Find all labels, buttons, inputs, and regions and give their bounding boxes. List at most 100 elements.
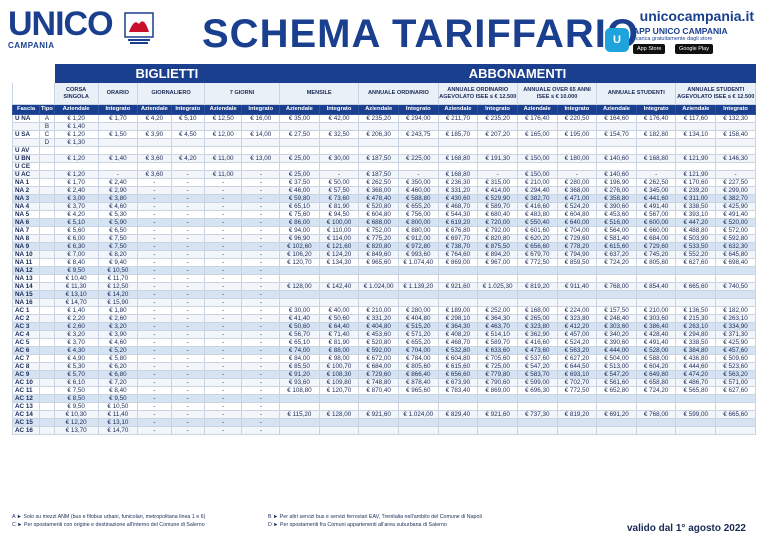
price-cell: € 784,00 [397,354,439,363]
price-cell [715,426,756,435]
price-cell: - [170,354,205,363]
fascia-cell [11,122,41,131]
tipo-cell [39,370,55,379]
price-cell [437,394,479,403]
price-cell: € 2,20 [53,314,99,323]
price-cell [556,426,598,435]
price-cell: € 263,10 [715,314,756,323]
table-row: AC 11 € 7,50 € 8,40- - - - € 108,80 € 120,70 € 8… [11,386,756,395]
price-cell [477,402,518,411]
price-cell: € 537,60 [516,354,558,363]
price-cell: € 75,60 [279,210,320,219]
price-cell: € 134,30 [318,258,360,267]
price-cell: € 912,00 [397,234,439,243]
price-cell: € 263,10 [675,322,717,331]
price-cell [556,402,598,411]
price-cell: € 3,20 [97,322,139,331]
price-cell: - [170,338,205,347]
fascia-cell: NA 2 [11,186,41,195]
price-cell [437,138,479,147]
col-annuale-agevolato: ANNUALE ORDINARIO AGEVOLATO ISEE ≤ € 12.… [437,82,518,105]
price-cell: € 195,00 [556,130,598,139]
price-cell: - [170,282,205,291]
fascia-cell: U AV [11,146,41,155]
price-cell: - [170,306,205,315]
price-cell: € 729,60 [556,234,598,243]
price-cell: € 7,50 [53,386,99,395]
fascia-cell: NA 6 [11,218,41,227]
price-cell: € 3,60 [137,154,172,163]
price-cell [97,138,139,147]
price-cell: € 106,20 [279,250,320,259]
price-cell: - [241,250,281,259]
price-cell [318,138,360,147]
price-cell: € 486,70 [675,378,717,387]
price-cell: € 196,90 [596,178,637,187]
price-cell: € 656,60 [516,242,558,251]
price-cell: - [203,186,243,195]
price-cell [358,266,399,275]
price-cell: € 294,40 [516,186,558,195]
price-cell: € 523,60 [715,362,756,371]
google-play-badge[interactable]: Google Play [675,44,713,54]
fascia-cell: AC 16 [11,426,41,435]
price-cell: € 441,60 [635,194,677,203]
table-row: U CE [11,162,756,171]
price-cell: € 13,10 [97,418,139,427]
price-cell: - [715,170,756,179]
price-cell: - [170,258,205,267]
price-cell: € 627,60 [675,258,717,267]
price-cell: € 604,20 [635,362,677,371]
price-cell [596,402,637,411]
price-cell [715,138,756,147]
price-cell [279,266,320,275]
price-cell: € 368,00 [556,186,598,195]
price-cell: € 15,90 [97,298,139,307]
price-cell: € 698,40 [715,258,756,267]
price-cell: € 790,60 [477,378,518,387]
price-cell: - [635,170,677,179]
price-cell: € 463,70 [477,322,518,331]
price-cell [318,274,360,283]
subheader-aziendale: Aziendale [437,104,479,115]
price-cell [279,418,320,427]
price-cell: € 404,80 [397,314,439,323]
price-cell: € 168,80 [437,170,479,179]
price-cell: € 40,00 [318,306,360,315]
tipo-cell: B [39,122,55,131]
price-cell: - [137,418,172,427]
price-cell: - [241,418,281,427]
price-cell: € 6,30 [53,242,99,251]
price-cell: - [241,226,281,235]
price-cell: € 658,80 [635,378,677,387]
price-cell: € 408,20 [437,330,479,339]
price-cell [397,418,439,427]
price-cell: € 720,00 [477,218,518,227]
price-cell: € 564,00 [596,226,637,235]
price-cell: - [241,282,281,291]
price-cell: - [170,370,205,379]
table-row: NA 1 € 1,70 € 2,40- - - - € 37,50 € 50,00 € 262,… [11,178,756,187]
website-link[interactable]: unicocampania.it [639,8,754,24]
price-cell [556,274,598,283]
price-cell: € 637,20 [596,250,637,259]
price-cell: - [203,298,243,307]
price-cell: € 655,20 [397,202,439,211]
price-cell: € 71,40 [318,330,360,339]
price-cell: € 3,20 [53,330,99,339]
price-cell: € 819,20 [516,282,558,291]
price-cell: € 6,10 [53,378,99,387]
price-cell: € 168,00 [516,306,558,315]
price-cell [97,162,139,171]
price-cell: € 294,00 [397,114,439,123]
price-cell: € 404,80 [358,322,399,331]
price-cell: € 11,00 [203,154,243,163]
price-cell: € 820,80 [358,242,399,251]
app-store-badge[interactable]: App Store [633,44,666,54]
col-annuale-ordinario: ANNUALE ORDINARIO [358,82,439,105]
price-cell: € 298,10 [437,314,479,323]
price-cell: € 894,20 [477,250,518,259]
price-cell [358,402,399,411]
price-cell: € 191,30 [477,154,518,163]
price-cell: € 102,60 [279,242,320,251]
